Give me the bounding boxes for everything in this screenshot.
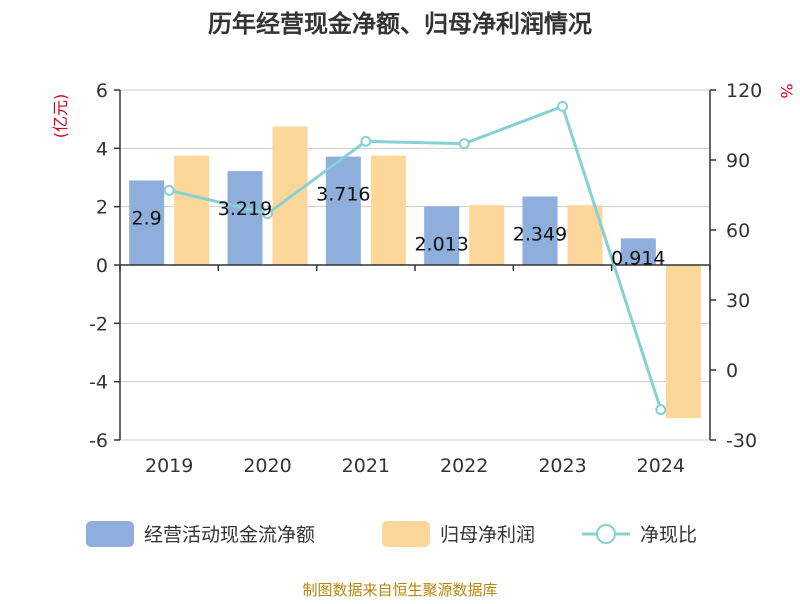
ratio-point xyxy=(557,100,568,112)
left-tick-label: 2 xyxy=(96,197,108,219)
legend-ratio-label: 净现比 xyxy=(640,524,697,546)
x-tick-label: 2022 xyxy=(440,455,488,477)
cashflow-data-label: 2.349 xyxy=(513,223,567,245)
cashflow-bar xyxy=(227,171,263,265)
cashflow-data-label: 2.9 xyxy=(132,207,162,229)
legend-cashflow-label: 经营活动现金流净额 xyxy=(144,524,315,546)
x-tick-label: 2023 xyxy=(538,455,586,477)
legend: 经营活动现金流净额 归母净利润 净现比 xyxy=(86,521,697,547)
ratio-point xyxy=(163,184,175,196)
right-tick-label: 120 xyxy=(726,80,762,102)
legend-ratio-swatch-marker xyxy=(596,524,616,544)
left-tick-label: 0 xyxy=(96,255,108,277)
net-profit-bar xyxy=(370,155,406,265)
cashflow-bar xyxy=(620,238,656,265)
left-axis-unit: (亿元) xyxy=(51,94,70,139)
axes: 6 4 2 0 -2 -4 -6 120 90 60 30 0 -30 2019 2020 2021 2022 2… xyxy=(89,80,762,477)
right-tick-label: 90 xyxy=(726,150,750,172)
left-tick-label: -4 xyxy=(89,372,108,394)
chart-title: 历年经营现金净额、归母净利润情况 xyxy=(208,10,592,38)
ratio-point xyxy=(360,135,372,147)
cashflow-bar xyxy=(325,156,361,265)
right-tick-label: -30 xyxy=(726,430,757,452)
cashflow-data-label: 3.219 xyxy=(218,198,272,220)
legend-cashflow-swatch xyxy=(86,521,134,547)
data-labels: 2.9 3.219 3.716 2.013 2.349 0.914 xyxy=(132,184,666,270)
ratio-line-path xyxy=(168,104,663,411)
cashflow-data-label: 0.914 xyxy=(611,247,665,269)
left-tick-label: 4 xyxy=(96,138,108,160)
cashflow-bar xyxy=(129,180,165,265)
ratio-line xyxy=(163,100,667,416)
ratio-point xyxy=(655,404,667,416)
cashflow-data-label: 3.716 xyxy=(316,184,370,206)
right-tick-label: 0 xyxy=(726,360,738,382)
net-profit-bar xyxy=(174,155,210,265)
ratio-point xyxy=(262,208,273,220)
left-tick-label: 6 xyxy=(96,80,108,102)
right-tick-label: 60 xyxy=(726,220,750,242)
ratio-point xyxy=(458,138,470,150)
right-axis-unit: % xyxy=(777,83,796,98)
x-tick-label: 2024 xyxy=(637,455,685,477)
right-tick-label: 30 xyxy=(726,290,750,312)
cashflow-bar xyxy=(424,206,460,265)
net-profit-bar xyxy=(469,205,505,265)
x-tick-label: 2021 xyxy=(342,455,390,477)
left-tick-label: -2 xyxy=(89,313,108,335)
x-tick-label: 2020 xyxy=(243,455,291,477)
x-tick-label: 2019 xyxy=(145,455,193,477)
legend-net-profit-label: 归母净利润 xyxy=(440,524,535,546)
cashflow-data-label: 2.013 xyxy=(414,233,468,255)
left-tick-label: -6 xyxy=(89,430,108,452)
cashflow-bar xyxy=(522,196,558,265)
legend-net-profit-swatch xyxy=(382,521,430,547)
net-profit-bar xyxy=(665,265,701,419)
source-note: 制图数据来自恒生聚源数据库 xyxy=(302,581,497,599)
